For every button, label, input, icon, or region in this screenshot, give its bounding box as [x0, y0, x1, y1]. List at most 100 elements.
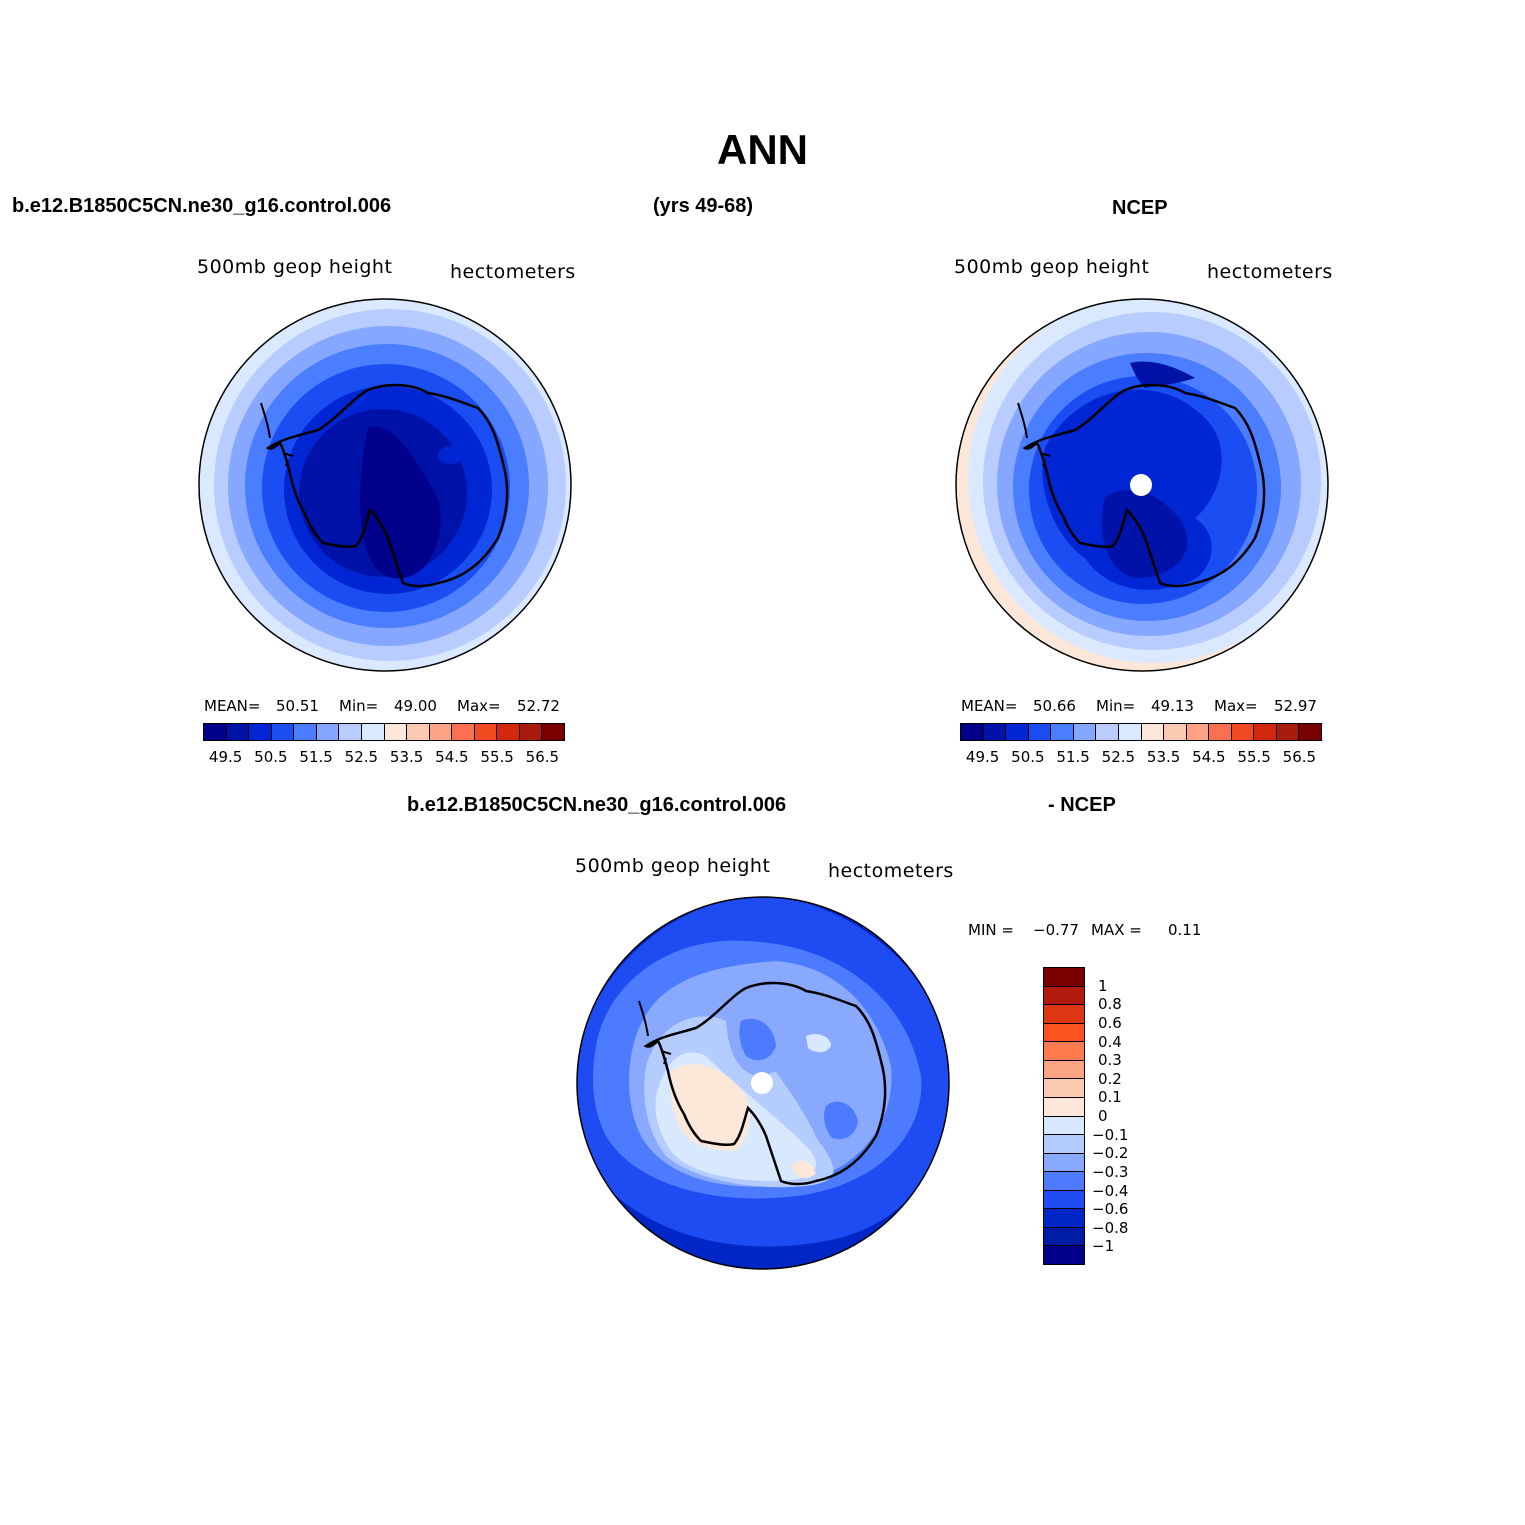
panel3-colorbar-tick-label: −0.4	[1092, 1181, 1129, 1200]
panel2-colorbar-tick-label: 56.5	[1282, 748, 1317, 766]
panel3-colorbar-cell	[1044, 1097, 1084, 1117]
panel2-polar-map	[955, 298, 1329, 672]
panel1-colorbar-tick-label: 55.5	[480, 748, 514, 766]
panel2-colorbar-cell	[1006, 724, 1029, 740]
panel3-colorbar-tick-label: 0.2	[1098, 1069, 1122, 1088]
panel1-colorbar-cell	[339, 724, 362, 740]
panel1-stats: MEAN= 50.51 Min= 49.00 Max= 52.72	[204, 697, 560, 715]
panel1-colorbar-cell	[384, 724, 408, 740]
panel3-colorbar-tick-label: 0.3	[1098, 1051, 1122, 1070]
panel1-colorbar-cell	[204, 724, 227, 740]
panel1-colorbar	[203, 723, 565, 741]
panel3-case-name: b.e12.B1850C5CN.ne30_g16.control.006	[407, 794, 787, 816]
panel1-field-label: 500mb geop height	[197, 256, 393, 278]
panel2-colorbar-cell	[1209, 724, 1232, 740]
panel2-colorbar-tick-label: 53.5	[1146, 748, 1181, 766]
panel1-colorbar-cell	[429, 724, 453, 740]
panel2-colorbar-cell	[1254, 724, 1277, 740]
panel1-colorbar-cell	[226, 724, 250, 740]
panel1-colorbar-tick-label: 50.5	[254, 748, 288, 766]
panel1-colorbar-cell	[497, 724, 520, 740]
panel3-difference-map	[576, 896, 950, 1270]
panel3-colorbar-cell	[1044, 1116, 1084, 1136]
panel3-colorbar-cell	[1044, 1079, 1084, 1098]
panel1-colorbar-tick-label: 53.5	[389, 748, 424, 766]
panel3-colorbar-cell	[1044, 1246, 1084, 1264]
panel1-colorbar-cell	[361, 724, 385, 740]
panel2-colorbar-tick-label: 49.5	[965, 748, 1000, 766]
panel1-colorbar-cell	[249, 724, 272, 740]
panel1-colorbar-tick-label: 49.5	[208, 748, 243, 766]
panel1-colorbar-cell	[542, 724, 564, 740]
panel3-colorbar-tick-label: 0	[1098, 1107, 1108, 1125]
panel1-units-label: hectometers	[450, 261, 576, 283]
panel3-colorbar-tick-label: 1	[1098, 976, 1108, 995]
panel2-colorbar-cell	[983, 724, 1007, 740]
panel3-colorbar-tick-label: −0.6	[1092, 1200, 1129, 1219]
panel3-stats: MIN = −0.77 MAX = 0.11	[968, 921, 1202, 939]
panel3-colorbar-cell	[1044, 1023, 1084, 1043]
panel1-colorbar-tick-label: 54.5	[435, 748, 469, 766]
panel3-colorbar-cell	[1044, 1227, 1084, 1247]
panel2-colorbar-cell	[1164, 724, 1187, 740]
panel2-colorbar-cell	[1299, 724, 1321, 740]
panel2-field-label: 500mb geop height	[954, 256, 1150, 278]
panel1-colorbar-tick-label: 52.5	[344, 748, 379, 766]
panel3-colorbar-cell	[1044, 1060, 1084, 1080]
panel1-polar-map	[198, 298, 572, 672]
panel3-colorbar-ticks: 1 0.8 0.6 0.4 0.3 0.2 0.1 0 −0.1 −0.2 −0.3 −0.4 −0.6…	[1092, 967, 1152, 1265]
panel2-colorbar-cell	[1073, 724, 1097, 740]
panel3-colorbar-tick-label: −0.8	[1092, 1218, 1129, 1237]
panel3-colorbar-cell	[1044, 986, 1084, 1006]
panel3-colorbar-tick-label: 0.8	[1098, 995, 1122, 1014]
panel1-case-name: b.e12.B1850C5CN.ne30_g16.control.006	[12, 195, 392, 217]
figure-title: ANN	[717, 126, 808, 173]
panel3-colorbar-cell	[1044, 968, 1084, 987]
panel3-pole-hole	[751, 1072, 773, 1094]
panel1-colorbar-cell	[294, 724, 317, 740]
panel2-stats: MEAN= 50.66 Min= 49.13 Max= 52.97	[961, 697, 1317, 715]
panel2-antarctica-coastline	[1022, 383, 1266, 588]
panel2-units-label: hectometers	[1207, 261, 1333, 283]
panel3-colorbar	[1043, 967, 1085, 1265]
panel3-colorbar-tick-label: −0.2	[1092, 1144, 1129, 1163]
panel3-colorbar-tick-label: 0.1	[1098, 1088, 1122, 1107]
panel2-case-name: NCEP	[1112, 197, 1168, 219]
panel2-colorbar-cell	[961, 724, 984, 740]
panel3-colorbar-tick-label: −1	[1092, 1237, 1115, 1256]
panel1-colorbar-cell	[452, 724, 475, 740]
panel3-colorbar-tick-label: −0.1	[1092, 1125, 1129, 1144]
panel1-colorbar-ticks: 49.5 50.5 51.5 52.5 53.5 54.5 55.5 56.5	[203, 748, 565, 766]
panel2-colorbar-ticks: 49.5 50.5 51.5 52.5 53.5 54.5 55.5 56.5	[960, 748, 1322, 766]
panel2-colorbar-tick-label: 52.5	[1101, 748, 1136, 766]
panel2-colorbar-cell	[1028, 724, 1052, 740]
panel3-minus-label: - NCEP	[1048, 794, 1116, 816]
panel1-colorbar-cell	[316, 724, 340, 740]
panel3-colorbar-cell	[1044, 1209, 1084, 1228]
panel3-field-label: 500mb geop height	[575, 855, 771, 877]
panel2-colorbar-cell	[1141, 724, 1165, 740]
panel1-colorbar-cell	[519, 724, 543, 740]
panel3-colorbar-cell	[1044, 1042, 1084, 1061]
panel3-antarctica-coastline	[643, 981, 887, 1186]
panel2-colorbar-cell	[1276, 724, 1300, 740]
panel1-colorbar-cell	[474, 724, 498, 740]
panel1-colorbar-tick-label: 51.5	[299, 748, 333, 766]
panel1-colorbar-cell	[407, 724, 430, 740]
panel2-colorbar-cell	[1096, 724, 1119, 740]
panel1-antarctica-coastline	[265, 383, 509, 588]
panel3-units-label: hectometers	[828, 860, 954, 882]
panel3-colorbar-tick-label: 0.6	[1098, 1013, 1122, 1032]
panel3-colorbar-cell	[1044, 1190, 1084, 1210]
panel3-colorbar-tick-label: −0.3	[1092, 1162, 1129, 1181]
panel3-colorbar-cell	[1044, 1153, 1084, 1173]
panel2-colorbar-cell	[1186, 724, 1210, 740]
panel2-pole-hole	[1130, 474, 1152, 496]
panel2-colorbar-tick-label: 50.5	[1011, 748, 1045, 766]
panel3-colorbar-cell	[1044, 1172, 1084, 1191]
panel3-colorbar-cell	[1044, 1005, 1084, 1024]
panel3-colorbar-cell	[1044, 1135, 1084, 1154]
panel2-colorbar-tick-label: 55.5	[1237, 748, 1271, 766]
panel2-colorbar-cell	[1051, 724, 1074, 740]
panel1-colorbar-tick-label: 56.5	[525, 748, 560, 766]
